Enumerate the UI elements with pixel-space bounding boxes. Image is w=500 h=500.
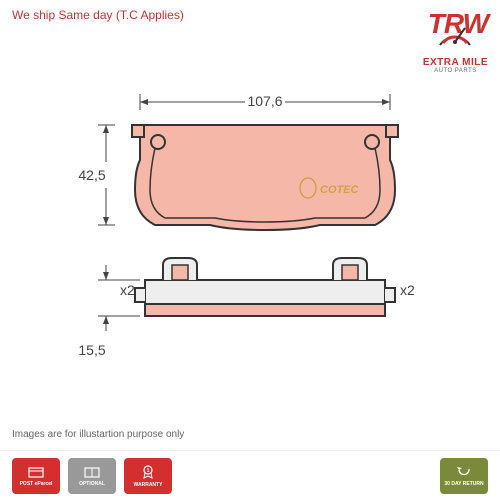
brake-pad-diagram: 107,6 42,5 COTEC x2 x2 15,5 xyxy=(50,70,450,410)
height-dimension: 42,5 xyxy=(78,167,105,183)
badge-return: 30 DAY RETURN xyxy=(440,458,488,494)
extra-mile-logo: EXTRA MILE AUTO PARTS xyxy=(423,10,488,74)
extra-mile-title: EXTRA MILE xyxy=(423,57,488,68)
badge-label: POST eParcel xyxy=(20,481,53,487)
badge-label: WARRANTY xyxy=(134,482,163,488)
disclaimer-text: Images are for illustartion purpose only xyxy=(12,429,184,440)
footer-badges: POST eParcel OPTIONAL 1 WARRANTY 30 DAY … xyxy=(0,450,500,500)
badge-label: OPTIONAL xyxy=(79,481,105,487)
badge-label: 30 DAY RETURN xyxy=(444,481,483,487)
box-icon xyxy=(83,465,101,479)
speedometer-icon xyxy=(435,10,475,50)
badge-post-eparcel: POST eParcel xyxy=(12,458,60,494)
cotec-label: COTEC xyxy=(320,184,360,196)
return-icon xyxy=(455,465,473,479)
svg-text:1: 1 xyxy=(147,468,150,474)
box-icon xyxy=(27,465,45,479)
x2-right: x2 xyxy=(400,282,415,298)
badge-warranty: 1 WARRANTY xyxy=(124,458,172,494)
medal-icon: 1 xyxy=(140,464,156,480)
thickness-dimension: 15,5 xyxy=(78,342,105,358)
ship-same-day-text: We ship Same day (T.C Applies) xyxy=(12,8,184,22)
width-dimension: 107,6 xyxy=(247,93,282,109)
badge-optional: OPTIONAL xyxy=(68,458,116,494)
x2-left: x2 xyxy=(120,282,135,298)
brake-pad-face xyxy=(135,125,395,230)
